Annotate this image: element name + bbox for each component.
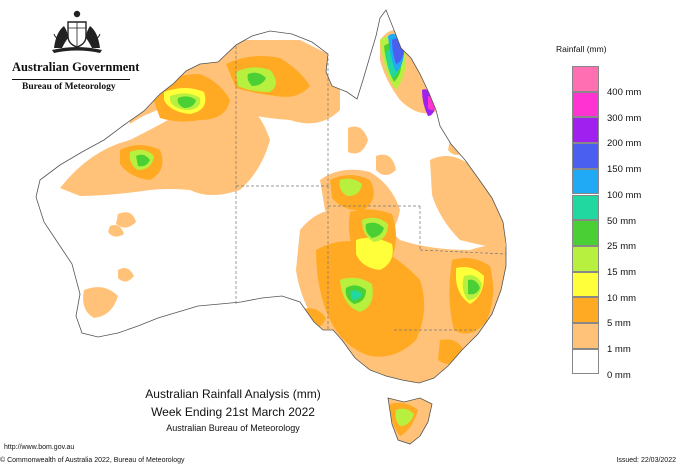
legend-swatch: [572, 66, 599, 92]
government-name: Australian Government: [12, 60, 140, 74]
legend-label: 10 mm: [607, 292, 637, 304]
legend-label: 25 mm: [607, 241, 637, 253]
coat-of-arms-icon: [52, 10, 102, 53]
legend-swatch: [572, 117, 599, 144]
legend-title: Rainfall (mm): [556, 44, 607, 54]
map-period: Week Ending 21st March 2022: [151, 405, 315, 419]
legend-swatch: [572, 323, 599, 349]
legend-label: 1 mm: [607, 344, 631, 355]
map-title: Australian Rainfall Analysis (mm): [145, 387, 321, 401]
legend-label: 100 mm: [607, 189, 642, 201]
legend-swatch: [572, 245, 599, 272]
map-agency: Australian Bureau of Meteorology: [166, 423, 300, 433]
legend-swatch: [572, 220, 599, 246]
logo-divider: [12, 79, 130, 80]
legend-swatch: [572, 271, 599, 298]
legend-label: 200 mm: [607, 138, 642, 150]
copyright-notice: © Commonwealth of Australia 2022, Bureau…: [0, 457, 185, 464]
legend-label: 300 mm: [607, 112, 642, 124]
issued-date: Issued: 22/03/2022: [616, 457, 676, 464]
source-url[interactable]: http://www.bom.gov.au: [4, 444, 75, 451]
legend-label: 0 mm: [607, 369, 631, 381]
legend-swatch: [572, 168, 599, 195]
legend-label: 400 mm: [607, 87, 642, 98]
legend-swatch: [572, 91, 599, 118]
legend-label: 50 mm: [607, 215, 637, 227]
legend-swatch: [572, 297, 599, 323]
legend-label: 15 mm: [607, 266, 637, 278]
legend-swatch: [572, 194, 599, 221]
legend-swatch: [572, 348, 599, 375]
legend-swatch: [572, 143, 599, 169]
bureau-name: Bureau of Meteorology: [22, 82, 116, 92]
government-logo: Australian Government Bureau of Meteorol…: [8, 8, 139, 98]
rainfall-map: [35, 9, 507, 445]
legend-label: 150 mm: [607, 164, 642, 176]
legend-label: 5 mm: [607, 318, 631, 330]
